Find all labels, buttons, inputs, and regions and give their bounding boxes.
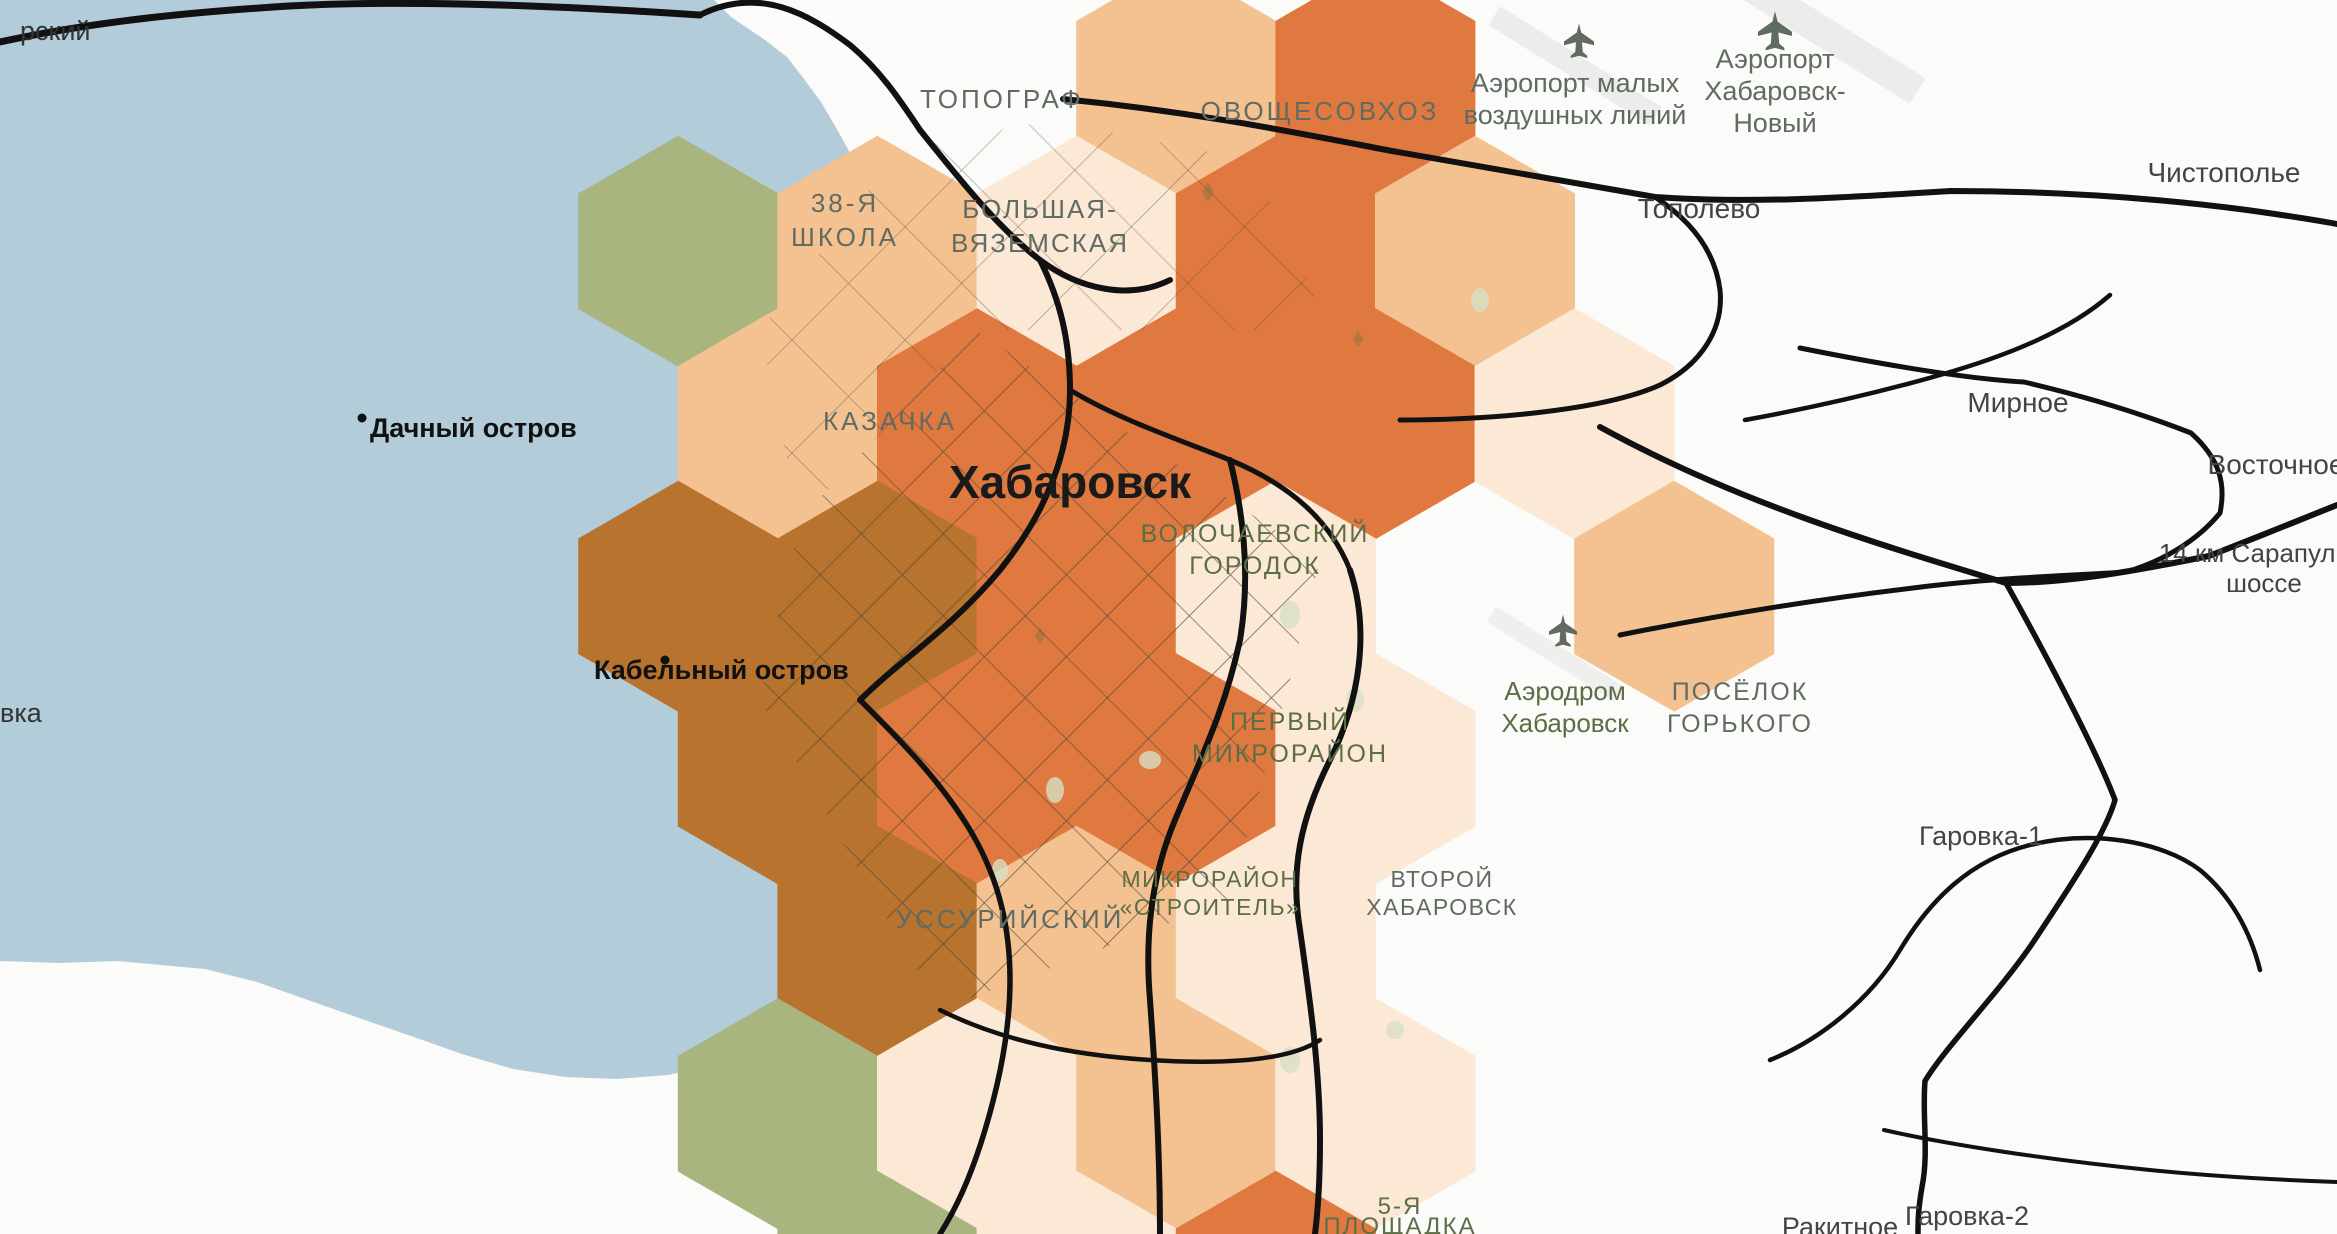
svg-text:рский: рский <box>20 16 91 46</box>
svg-text:Хабаровск: Хабаровск <box>1501 708 1629 738</box>
svg-text:воздушных линий: воздушных линий <box>1464 100 1687 130</box>
svg-text:МИКРОРАЙОН: МИКРОРАЙОН <box>1122 865 1299 892</box>
svg-text:КАЗАЧКА: КАЗАЧКА <box>823 406 957 436</box>
svg-text:Кабельный остров: Кабельный остров <box>594 655 849 685</box>
svg-text:Новый: Новый <box>1733 108 1816 138</box>
svg-text:Мирное: Мирное <box>1967 387 2068 418</box>
svg-text:Ракитное: Ракитное <box>1782 1212 1898 1234</box>
svg-text:Аэропорт: Аэропорт <box>1716 44 1835 74</box>
svg-text:Тополево: Тополево <box>1638 193 1761 224</box>
svg-text:ГОРЬКОГО: ГОРЬКОГО <box>1667 710 1813 738</box>
svg-text:ОВОЩЕСОВХОЗ: ОВОЩЕСОВХОЗ <box>1201 96 1440 126</box>
svg-text:ПОСЁЛОК: ПОСЁЛОК <box>1672 678 1809 706</box>
svg-text:ТОПОГРАФ: ТОПОГРАФ <box>920 84 1084 114</box>
svg-text:14 км Сарапуль: 14 км Сарапуль <box>2159 538 2337 568</box>
svg-text:«СТРОИТЕЛЬ»: «СТРОИТЕЛЬ» <box>1120 894 1301 920</box>
svg-text:Аэропорт малых: Аэропорт малых <box>1471 68 1680 98</box>
svg-text:ВОЛОЧАЕВСКИЙ: ВОЛОЧАЕВСКИЙ <box>1141 518 1370 548</box>
svg-text:Гаровка-2: Гаровка-2 <box>1905 1201 2029 1231</box>
svg-text:Гаровка-1: Гаровка-1 <box>1919 821 2043 851</box>
svg-text:Восточное: Восточное <box>2208 449 2337 480</box>
svg-text:ВТОРОЙ: ВТОРОЙ <box>1391 865 1494 892</box>
svg-text:вка: вка <box>0 698 43 728</box>
svg-text:шоссе: шоссе <box>2226 568 2302 598</box>
svg-text:ПЕРВЫЙ: ПЕРВЫЙ <box>1230 706 1350 736</box>
svg-text:ВЯЗЕМСКАЯ: ВЯЗЕМСКАЯ <box>951 228 1129 258</box>
svg-text:Хабаровск-: Хабаровск- <box>1704 76 1845 106</box>
svg-text:ПЛОЩАДКА: ПЛОЩАДКА <box>1323 1213 1476 1234</box>
svg-text:ГОРОДОК: ГОРОДОК <box>1189 552 1321 580</box>
svg-text:Чистополье: Чистополье <box>2147 157 2300 188</box>
svg-text:ШКОЛА: ШКОЛА <box>791 222 899 252</box>
svg-text:Аэродром: Аэродром <box>1504 676 1626 706</box>
svg-text:БОЛЬШАЯ-: БОЛЬШАЯ- <box>962 194 1117 224</box>
svg-text:ХАБАРОВСК: ХАБАРОВСК <box>1366 894 1517 920</box>
svg-text:Дачный остров: Дачный остров <box>370 413 577 443</box>
svg-text:38-Я: 38-Я <box>811 188 879 218</box>
svg-text:УССУРИЙСКИЙ: УССУРИЙСКИЙ <box>896 904 1125 934</box>
svg-text:МИКРОРАЙОН: МИКРОРАЙОН <box>1192 738 1388 768</box>
svg-text:Хабаровск: Хабаровск <box>949 456 1192 508</box>
